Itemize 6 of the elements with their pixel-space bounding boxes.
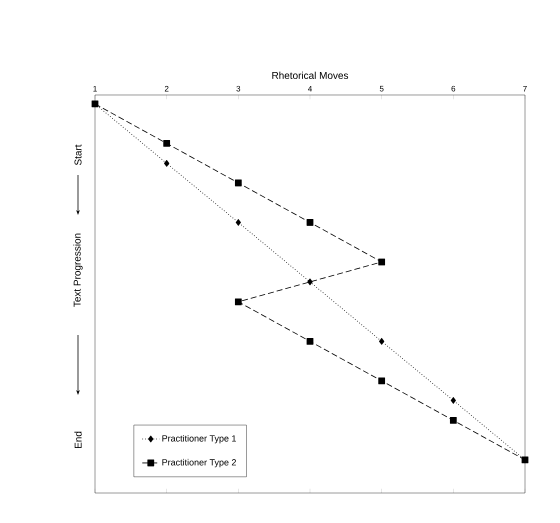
- legend-label: Practitioner Type 2: [162, 458, 236, 468]
- y-axis-title: Text Progression: [73, 234, 83, 307]
- legend-label: Practitioner Type 1: [162, 434, 236, 444]
- text: Start: [74, 144, 82, 166]
- x-axis-title: Rhetorical Moves: [272, 72, 348, 79]
- text: End: [74, 432, 82, 448]
